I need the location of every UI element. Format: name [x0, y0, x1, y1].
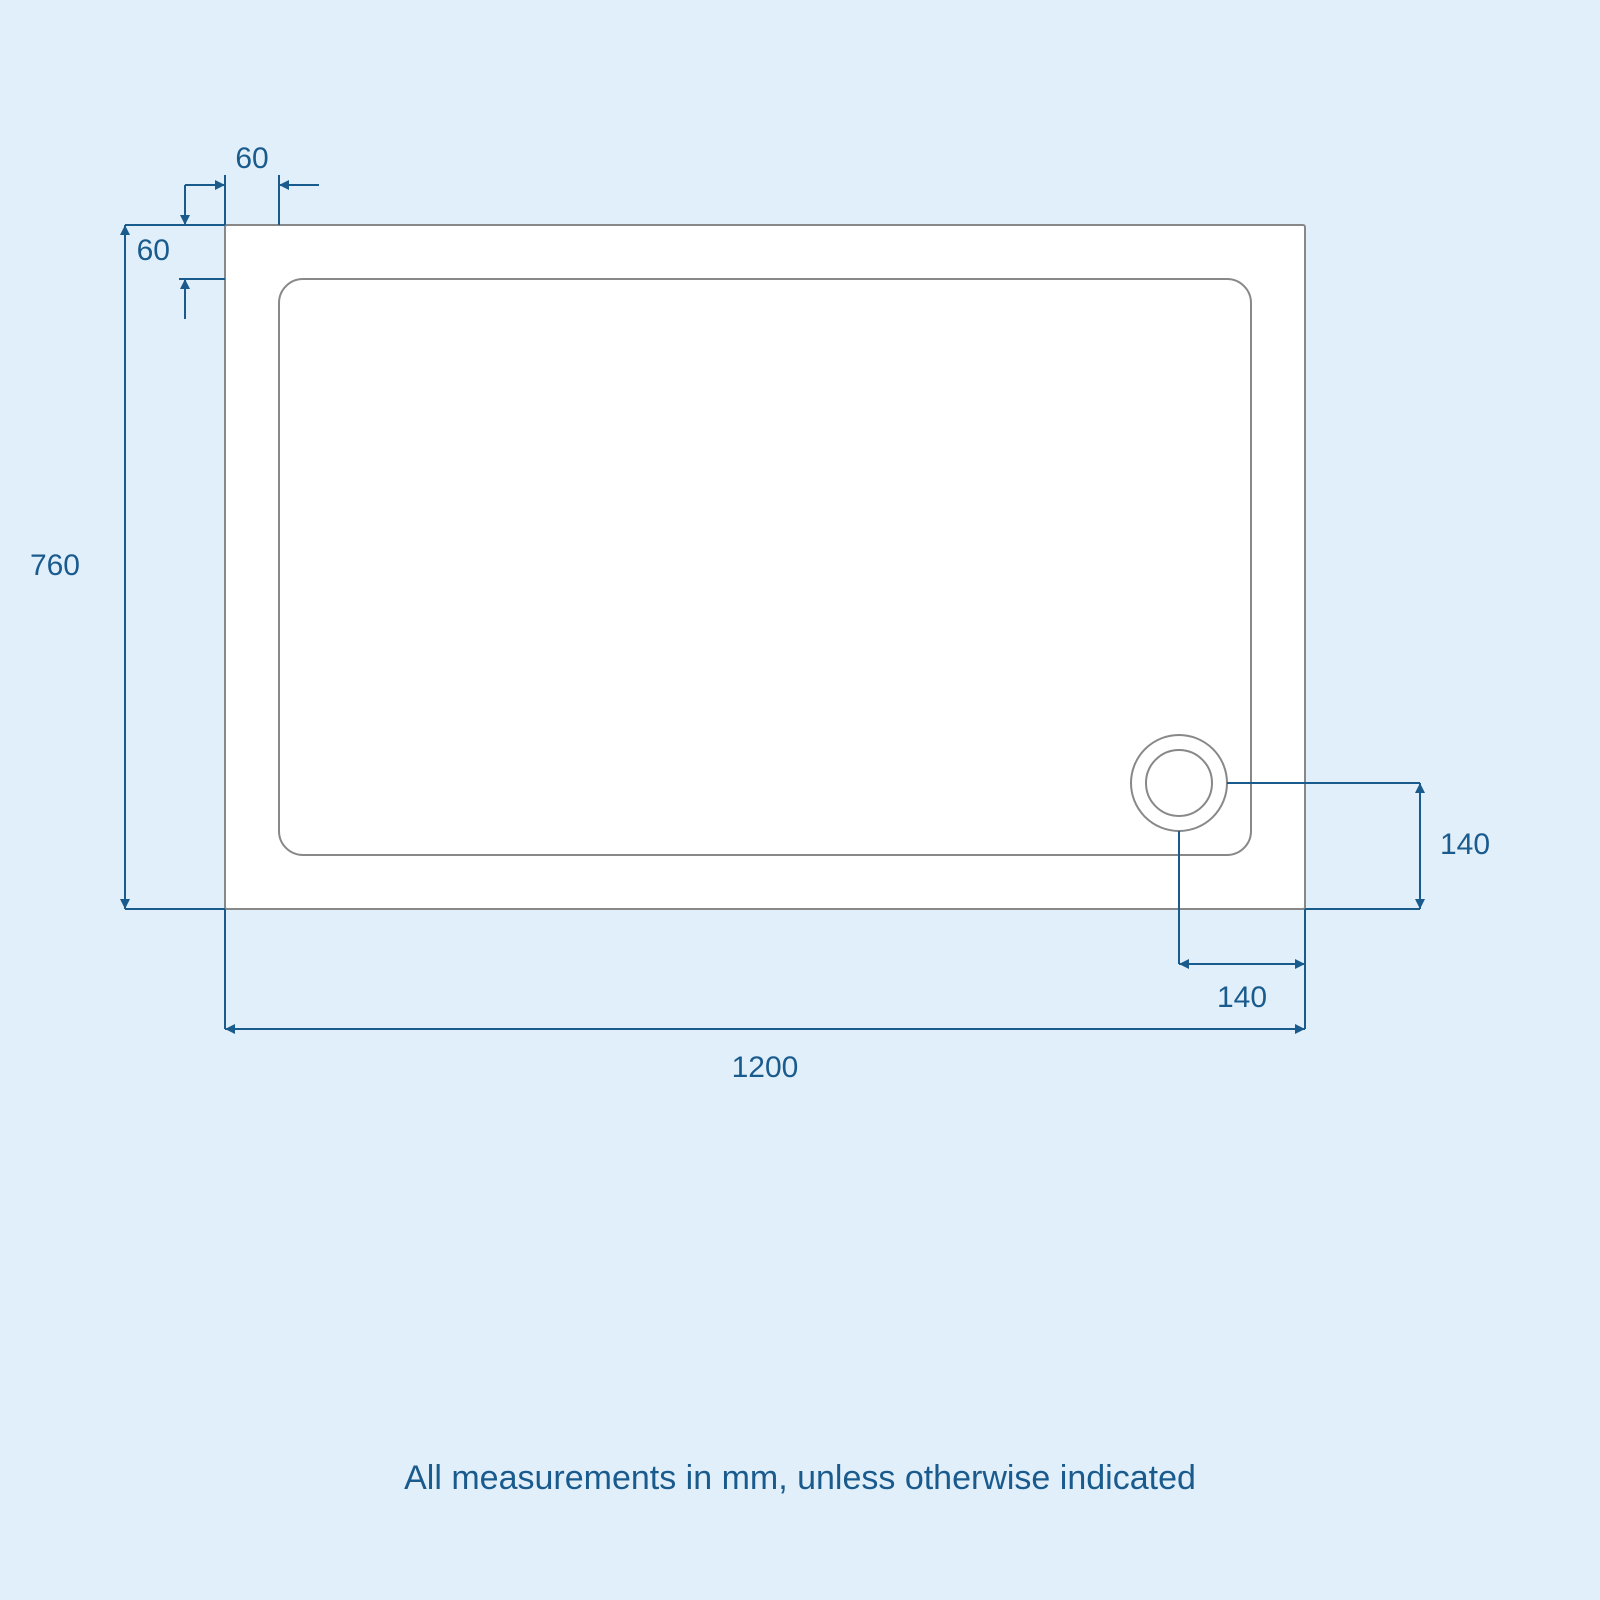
label-width: 1200	[732, 1051, 799, 1084]
footer-note: All measurements in mm, unless otherwise…	[404, 1459, 1196, 1497]
label-inset-v: 60	[137, 234, 170, 267]
label-drain-right: 140	[1440, 828, 1490, 861]
label-drain-bottom: 140	[1217, 981, 1267, 1014]
label-height: 760	[30, 549, 80, 582]
label-inset-h: 60	[235, 142, 268, 175]
tray-outer-rect	[225, 225, 1305, 909]
